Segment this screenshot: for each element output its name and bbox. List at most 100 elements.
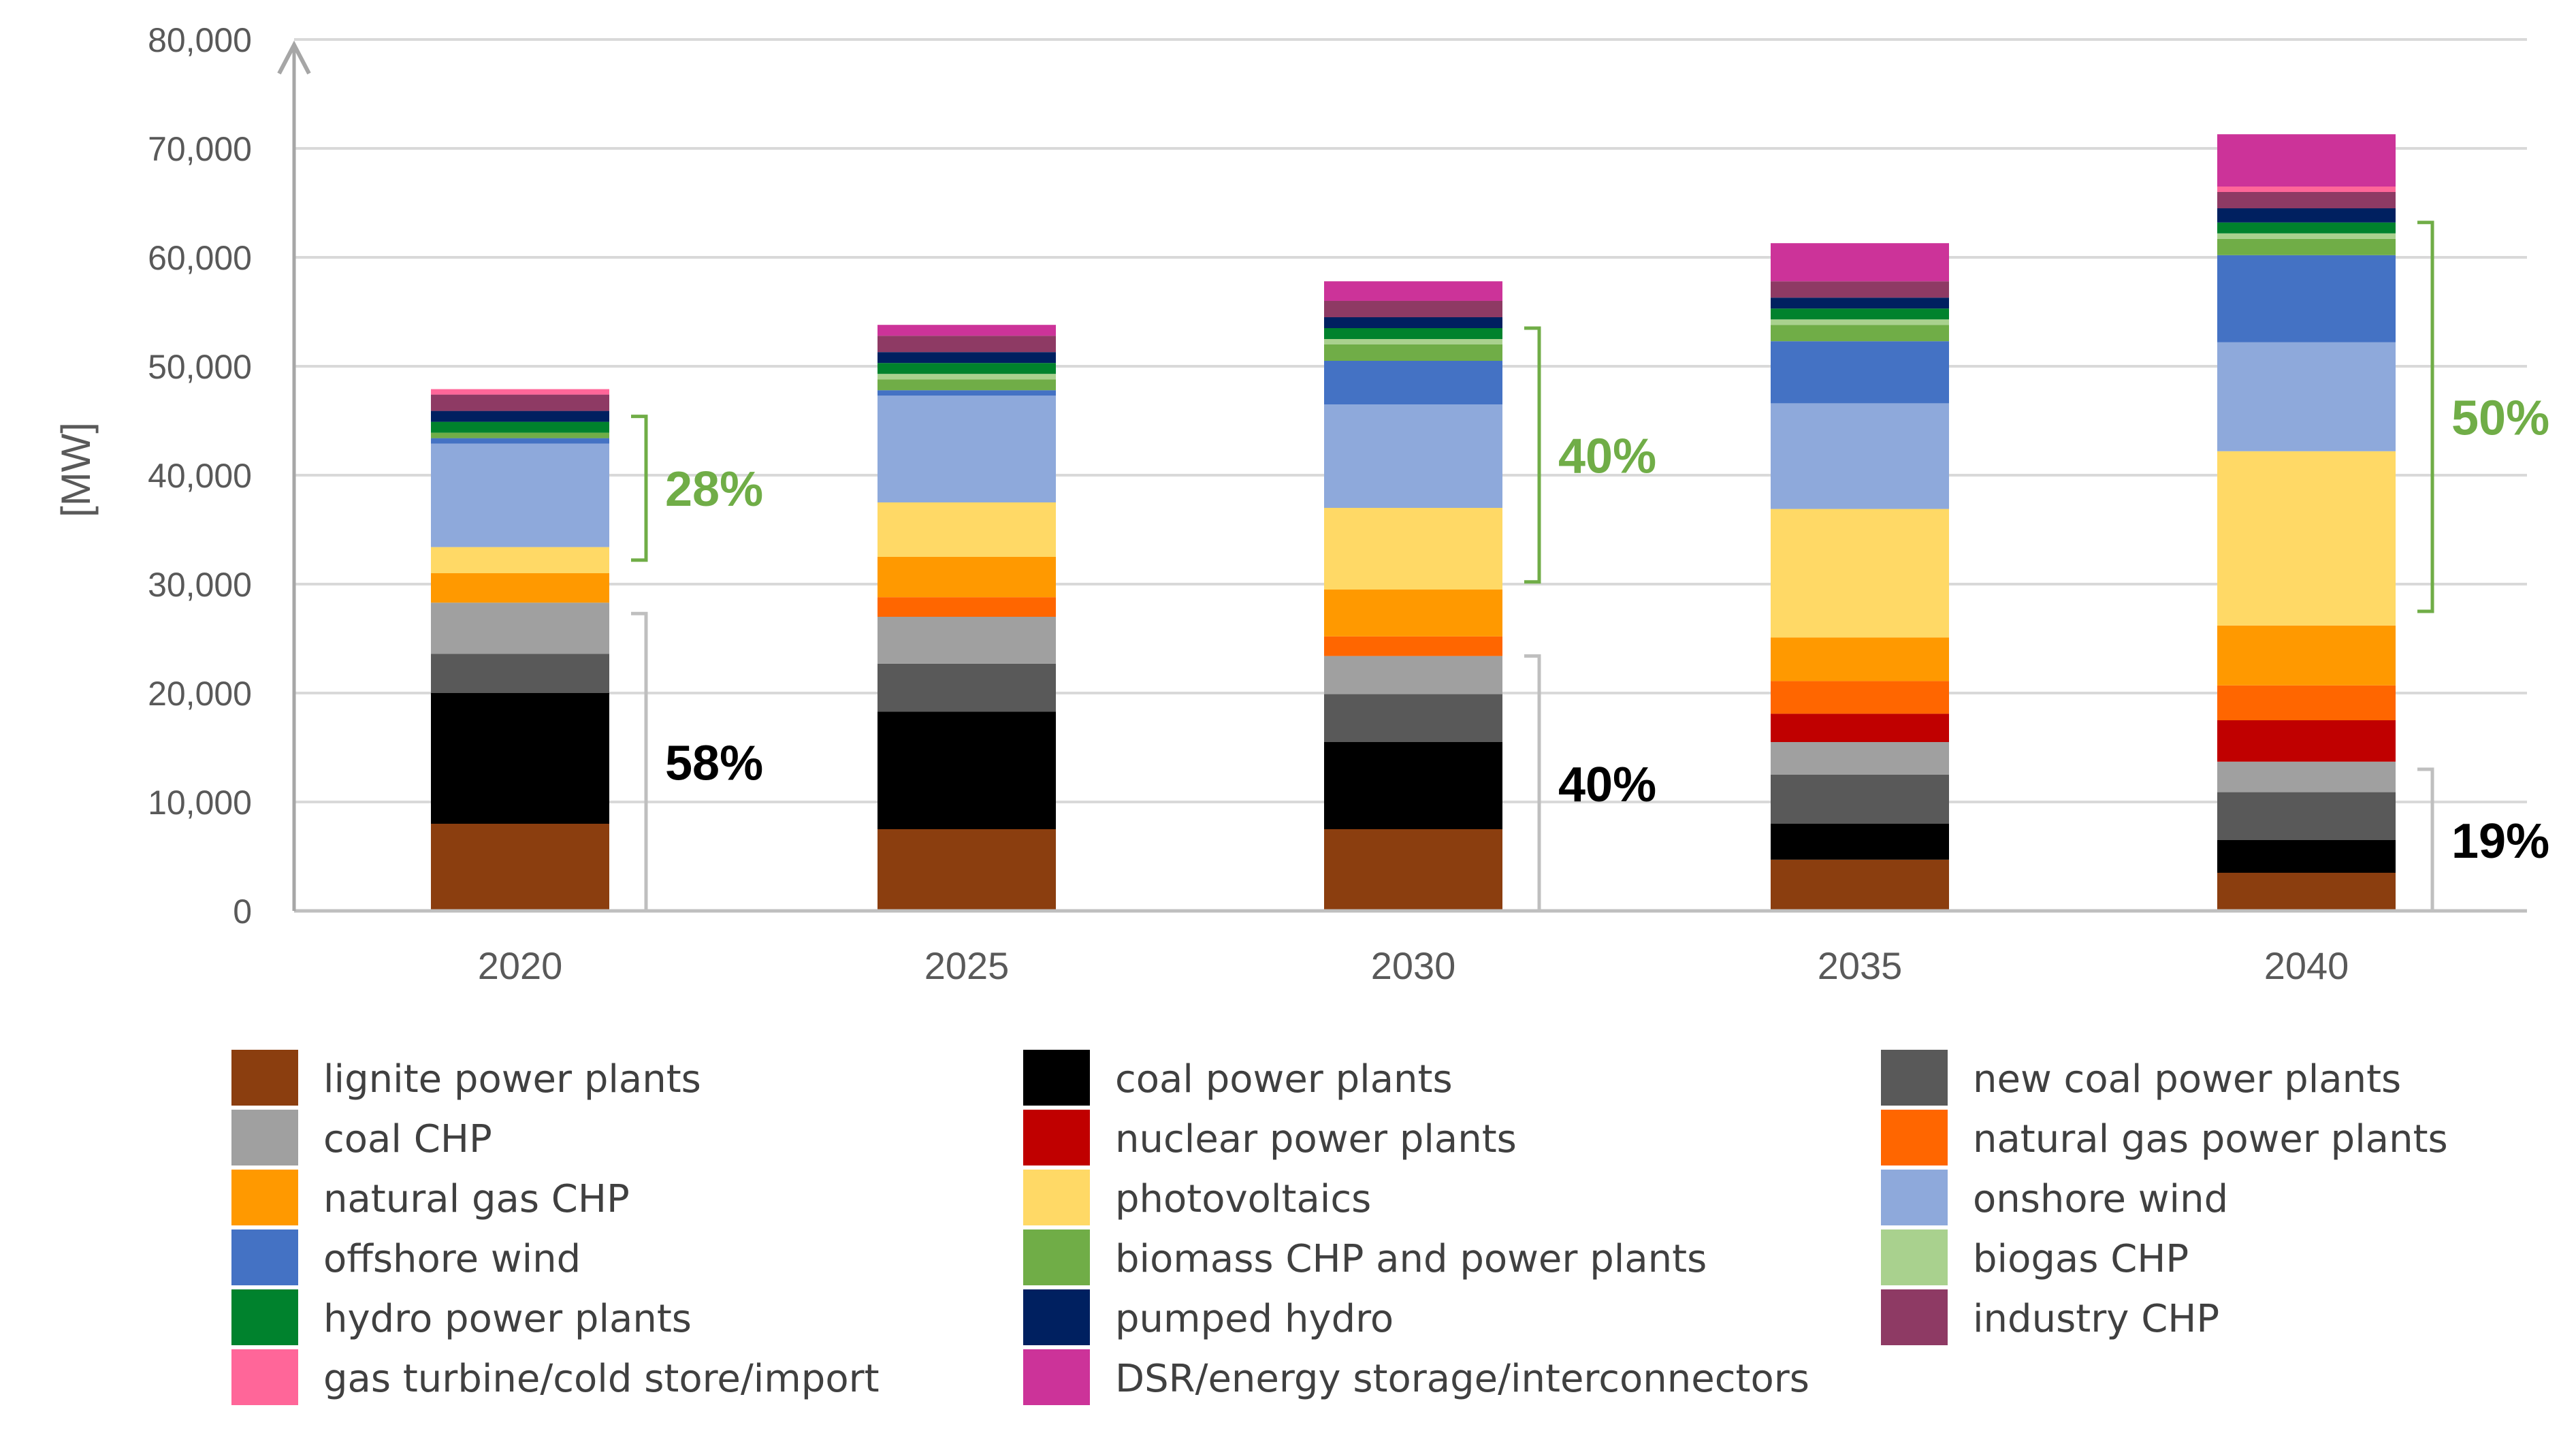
bar-segment <box>1324 328 1502 339</box>
axis-layer: 0 10,000 20,000 30,000 40,000 50,000 60,000 70,… <box>53 21 2527 987</box>
annotation-layer: 58% 28% 40% 40% 19% 50% <box>631 221 2549 913</box>
legend-label: natural gas CHP <box>323 1177 630 1221</box>
bar-segment <box>431 654 609 693</box>
y-tick-label: 20,000 <box>148 675 252 713</box>
y-tick-label: 70,000 <box>148 130 252 168</box>
y-tick-label: 10,000 <box>148 784 252 822</box>
legend-swatch <box>1023 1289 1090 1345</box>
bar-segment <box>878 352 1056 364</box>
bar-segment <box>878 663 1056 712</box>
legend-item: coal CHP <box>231 1110 492 1165</box>
legend-label: biomass CHP and power plants <box>1115 1237 1707 1281</box>
share-bracket <box>1524 654 1541 913</box>
legend-label: nuclear power plants <box>1115 1117 1517 1161</box>
bars-layer <box>431 134 2396 911</box>
y-tick-label: 40,000 <box>148 457 252 495</box>
bar-segment <box>431 443 609 547</box>
share-label: 40% <box>1558 758 1656 812</box>
bar-segment <box>431 573 609 603</box>
share-label: 58% <box>665 737 763 791</box>
y-axis-arrow-icon <box>277 40 311 75</box>
bar-segment <box>1771 403 1949 509</box>
x-tick-label: 2040 <box>2264 944 2349 987</box>
legend-label: biogas CHP <box>1973 1237 2189 1281</box>
bar-segment <box>431 389 609 395</box>
legend-label: pumped hydro <box>1115 1297 1394 1341</box>
bar-segment <box>1324 317 1502 328</box>
legend-item: gas turbine/cold store/import <box>231 1349 880 1405</box>
bar-segment <box>1324 742 1502 829</box>
x-tick-label: 2020 <box>478 944 563 987</box>
legend-item: photovoltaics <box>1023 1170 1371 1225</box>
bar-segment <box>431 411 609 422</box>
legend-swatch <box>1023 1349 1090 1405</box>
bar-segment <box>2217 255 2396 342</box>
bar-segment <box>431 432 609 438</box>
legend-item: onshore wind <box>1881 1170 2228 1225</box>
bar-segment <box>431 547 609 573</box>
bar-segment <box>878 336 1056 353</box>
bar-segment <box>1324 404 1502 508</box>
bar-segment <box>431 438 609 444</box>
y-tick-label: 50,000 <box>148 348 252 386</box>
bar-segment <box>1771 509 1949 638</box>
bar-segment <box>878 617 1056 664</box>
bar-segment <box>2217 720 2396 762</box>
bar-segment <box>431 394 609 411</box>
share-bracket <box>2417 221 2434 613</box>
bar-segment <box>1324 656 1502 694</box>
share-label: 28% <box>665 462 763 517</box>
bar-segment <box>878 390 1056 396</box>
legend-item: biogas CHP <box>1881 1229 2189 1285</box>
bar-segment <box>878 829 1056 911</box>
legend-swatch <box>1881 1110 1948 1165</box>
bar-segment <box>2217 134 2396 187</box>
bar-segment <box>1324 829 1502 911</box>
legend-label: new coal power plants <box>1973 1057 2401 1102</box>
legend-label: onshore wind <box>1973 1177 2228 1221</box>
bar-segment <box>878 597 1056 617</box>
legend-swatch <box>1023 1050 1090 1106</box>
legend-swatch <box>1881 1170 1948 1225</box>
bar-segment <box>2217 840 2396 873</box>
legend-label: offshore wind <box>323 1237 581 1281</box>
y-axis-label: [MW] <box>53 422 99 517</box>
bar-segment <box>1324 301 1502 317</box>
bar-segment <box>1771 341 1949 404</box>
bar-segment <box>2217 685 2396 720</box>
bar-segment <box>878 711 1056 829</box>
legend-swatch <box>231 1289 298 1345</box>
bar-segment <box>2217 233 2396 239</box>
share-bracket <box>2417 767 2434 913</box>
bar-segment <box>1771 281 1949 298</box>
legend-swatch <box>231 1110 298 1165</box>
bar-segment <box>2217 342 2396 451</box>
y-tick-label: 60,000 <box>148 239 252 277</box>
bar-segment <box>1771 319 1949 325</box>
legend-label: lignite power plants <box>323 1057 701 1102</box>
bar-segment <box>1771 681 1949 714</box>
bar-segment <box>2217 222 2396 234</box>
bar-segment <box>1324 361 1502 404</box>
legend-label: coal CHP <box>323 1117 492 1161</box>
x-tick-label: 2030 <box>1371 944 1456 987</box>
legend-item: pumped hydro <box>1023 1289 1394 1345</box>
bar-segment <box>1771 713 1949 742</box>
legend-swatch <box>1023 1229 1090 1285</box>
legend-swatch <box>231 1349 298 1405</box>
bar-segment <box>1324 344 1502 361</box>
y-tick-label: 30,000 <box>148 566 252 604</box>
bar-segment <box>878 557 1056 598</box>
bar-segment <box>1324 508 1502 590</box>
legend-label: photovoltaics <box>1115 1177 1371 1221</box>
bar-segment <box>1324 636 1502 656</box>
bar-segment <box>1771 859 1949 911</box>
bar-segment <box>878 374 1056 380</box>
legend-swatch <box>231 1050 298 1106</box>
bar-segment <box>1771 243 1949 282</box>
bar-segment <box>878 363 1056 374</box>
bar-segment <box>2217 187 2396 192</box>
share-label: 50% <box>2451 391 2549 445</box>
legend-label: gas turbine/cold store/import <box>323 1357 880 1401</box>
legend-item: natural gas power plants <box>1881 1110 2448 1165</box>
